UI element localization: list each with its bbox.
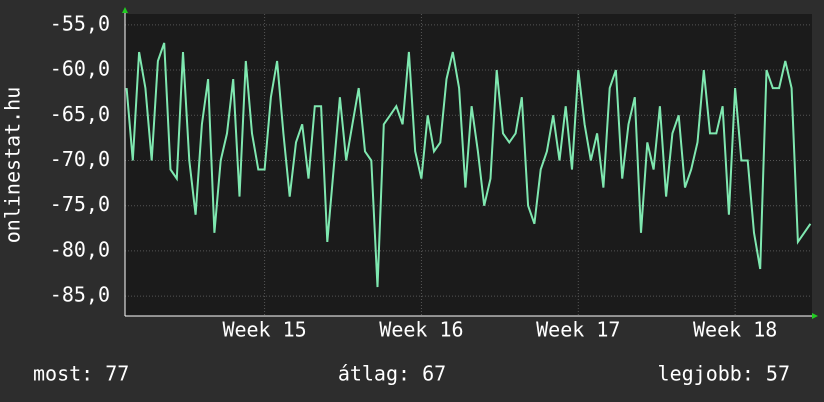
footer-best: legjobb: 57	[658, 362, 790, 386]
x-tick-label: Week 15	[222, 318, 306, 342]
y-tick-label: -85,0	[50, 283, 110, 307]
plot-area	[125, 14, 812, 316]
footer-average: átlag: 67	[338, 362, 446, 386]
y-arrow	[122, 7, 128, 13]
plot	[125, 42, 812, 288]
x-tick-label: Week 17	[536, 318, 620, 342]
y-axis-title: onlinestat.hu	[1, 87, 25, 244]
x-tick-label: Week 18	[693, 318, 777, 342]
data-line	[125, 42, 812, 288]
y-tick-label: -60,0	[50, 57, 110, 81]
y-tick-label: -75,0	[50, 192, 110, 216]
x-arrow	[812, 313, 818, 319]
y-tick-label: -80,0	[50, 237, 110, 261]
y-tick-label: -70,0	[50, 147, 110, 171]
y-tick-label: -55,0	[50, 11, 110, 35]
y-tick-label: -65,0	[50, 102, 110, 126]
footer-current: most: 77	[33, 362, 129, 386]
x-tick-label: Week 16	[379, 318, 463, 342]
